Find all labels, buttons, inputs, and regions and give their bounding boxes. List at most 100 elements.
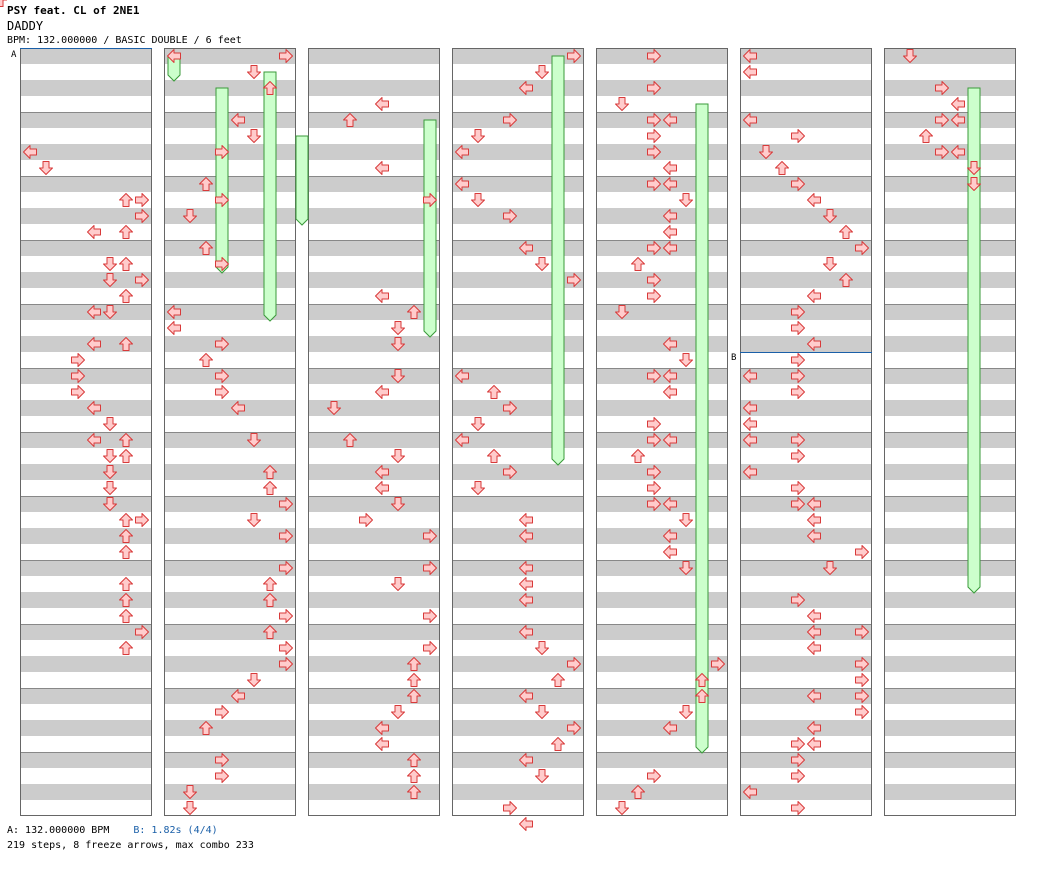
step-arrow-up: [119, 193, 133, 207]
step-arrow-right: [423, 641, 437, 655]
step-arrow-right: [503, 209, 517, 223]
column-border: [164, 48, 296, 816]
beat-stripe: [308, 400, 440, 416]
step-arrow-down: [535, 65, 549, 79]
step-arrow-up: [407, 769, 421, 783]
step-arrow-right: [791, 321, 805, 335]
beat-stripe: [20, 272, 152, 288]
step-arrow-right: [791, 593, 805, 607]
beat-stripe: [452, 528, 584, 544]
step-arrow-up: [119, 609, 133, 623]
step-arrow-up: [343, 433, 357, 447]
step-arrow-down: [391, 321, 405, 335]
step-arrow-left: [519, 593, 533, 607]
step-arrow-left: [807, 289, 821, 303]
step-arrow-up: [631, 785, 645, 799]
step-arrow-up: [199, 721, 213, 735]
beat-stripe: [308, 432, 440, 448]
step-arrow-left: [519, 529, 533, 543]
beat-stripe: [596, 720, 728, 736]
beat-stripe: [884, 400, 1016, 416]
beat-stripe: [164, 368, 296, 384]
beat-stripe: [452, 240, 584, 256]
step-arrow-left: [807, 689, 821, 703]
beat-stripe: [884, 304, 1016, 320]
beat-stripe: [20, 432, 152, 448]
step-arrow-right: [855, 241, 869, 255]
step-arrow-left: [807, 497, 821, 511]
beat-stripe: [452, 400, 584, 416]
beat-stripe: [452, 176, 584, 192]
column-border: [596, 48, 728, 816]
step-arrow-left: [663, 721, 677, 735]
beat-stripe: [884, 432, 1016, 448]
step-arrow-left: [743, 785, 757, 799]
step-arrow-right: [647, 433, 661, 447]
step-arrow-up: [407, 753, 421, 767]
step-arrow-down: [183, 785, 197, 799]
beat-stripe: [308, 464, 440, 480]
step-arrow-up: [551, 673, 565, 687]
step-arrow-down: [391, 705, 405, 719]
step-arrow-down: [103, 417, 117, 431]
step-arrow-right: [423, 193, 437, 207]
step-arrow-left: [375, 161, 389, 175]
beat-stripe: [452, 208, 584, 224]
beat-stripe: [164, 464, 296, 480]
beat-stripe: [20, 176, 152, 192]
step-arrow-up: [263, 593, 277, 607]
beat-stripe: [308, 80, 440, 96]
step-arrow-right: [791, 433, 805, 447]
step-arrow-right: [215, 257, 229, 271]
step-arrow-down: [39, 161, 53, 175]
beat-stripe: [740, 624, 872, 640]
column-border: [308, 48, 440, 816]
beat-stripe: [308, 592, 440, 608]
step-arrow-down: [471, 417, 485, 431]
step-arrow-down: [615, 801, 629, 815]
step-arrow-left: [807, 513, 821, 527]
chart-column: [596, 48, 728, 816]
beat-stripe: [164, 624, 296, 640]
step-arrow-down: [247, 673, 261, 687]
step-arrow-down: [247, 65, 261, 79]
step-arrow-down: [759, 145, 773, 159]
step-arrow-up: [839, 273, 853, 287]
step-arrow-right: [855, 673, 869, 687]
step-arrow-right: [647, 417, 661, 431]
beat-stripe: [308, 336, 440, 352]
step-arrow-down: [823, 561, 837, 575]
step-arrow-right: [71, 385, 85, 399]
beat-stripe: [596, 112, 728, 128]
step-arrow-left: [455, 433, 469, 447]
step-arrow-right: [279, 657, 293, 671]
step-arrow-right: [791, 177, 805, 191]
step-arrow-right: [567, 657, 581, 671]
beat-stripe: [596, 592, 728, 608]
beat-stripe: [596, 368, 728, 384]
beat-stripe: [20, 592, 152, 608]
step-arrow-left: [375, 721, 389, 735]
beat-stripe: [452, 592, 584, 608]
step-arrow-left: [519, 81, 533, 95]
beat-stripe: [740, 528, 872, 544]
step-arrow-down: [183, 801, 197, 815]
beat-stripe: [596, 688, 728, 704]
step-arrow-left: [807, 641, 821, 655]
step-arrow-left: [519, 561, 533, 575]
step-arrow-down: [103, 449, 117, 463]
freeze-arrow-tail: [263, 71, 277, 322]
step-arrow-left: [663, 161, 677, 175]
freeze-arrow-undefined: [0, 0, 7, 7]
beat-stripe: [20, 496, 152, 512]
beat-stripe: [884, 720, 1016, 736]
beat-stripe: [596, 752, 728, 768]
step-arrow-up: [119, 641, 133, 655]
step-arrow-right: [791, 305, 805, 319]
song-artist: PSY feat. CL of 2NE1: [7, 4, 140, 17]
step-arrow-right: [567, 273, 581, 287]
step-arrow-right: [935, 145, 949, 159]
step-arrow-left: [375, 289, 389, 303]
beat-stripe: [740, 304, 872, 320]
step-arrow-right: [647, 81, 661, 95]
